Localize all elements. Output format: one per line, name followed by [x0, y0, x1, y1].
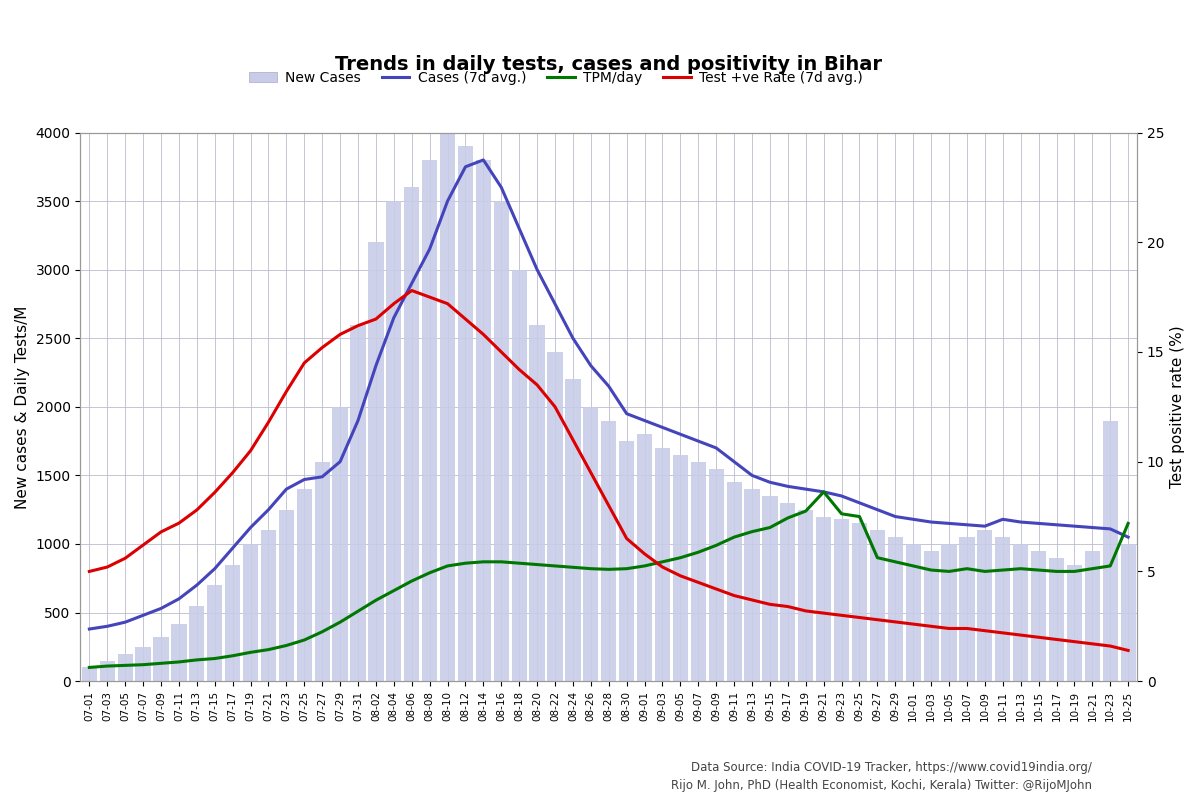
Bar [619, 441, 635, 681]
Bar [1103, 421, 1118, 681]
Bar [386, 201, 402, 681]
Legend: New Cases, Cases (7d avg.), TPM/day, Test +ve Rate (7d avg.): New Cases, Cases (7d avg.), TPM/day, Tes… [244, 66, 869, 90]
Bar [780, 503, 796, 681]
Bar [1013, 544, 1028, 681]
Bar [708, 469, 724, 681]
Bar [100, 661, 115, 681]
Title: Trends in daily tests, cases and positivity in Bihar: Trends in daily tests, cases and positiv… [335, 55, 882, 74]
Bar [136, 647, 151, 681]
Bar [458, 146, 473, 681]
Bar [977, 530, 992, 681]
Bar [1031, 551, 1046, 681]
Bar [404, 187, 419, 681]
Bar [278, 510, 294, 681]
Bar [744, 489, 760, 681]
Bar [1049, 558, 1064, 681]
Bar [82, 667, 97, 681]
Bar [1121, 544, 1135, 681]
Bar [673, 455, 688, 681]
Bar [190, 606, 204, 681]
Bar [942, 544, 956, 681]
Bar [242, 544, 258, 681]
Bar [332, 407, 348, 681]
Bar [368, 242, 384, 681]
Bar [888, 537, 902, 681]
Bar [691, 462, 706, 681]
Bar [440, 118, 455, 681]
Bar [547, 352, 563, 681]
Bar [852, 523, 868, 681]
Bar [1067, 565, 1082, 681]
Bar [565, 379, 581, 681]
Bar [995, 537, 1010, 681]
Bar [314, 462, 330, 681]
Bar [529, 325, 545, 681]
Bar [260, 530, 276, 681]
Bar [798, 510, 814, 681]
Bar [296, 489, 312, 681]
Bar [834, 519, 850, 681]
Bar [726, 482, 742, 681]
Bar [601, 421, 617, 681]
Bar [762, 496, 778, 681]
Bar [172, 623, 186, 681]
Bar [637, 434, 652, 681]
Bar [924, 551, 938, 681]
Bar [154, 638, 169, 681]
Text: Data Source: India COVID-19 Tracker, https://www.covid19india.org/
Rijo M. John,: Data Source: India COVID-19 Tracker, htt… [671, 761, 1092, 792]
Bar [208, 585, 222, 681]
Bar [655, 448, 670, 681]
Bar [816, 517, 832, 681]
Bar [422, 160, 437, 681]
Bar [870, 530, 886, 681]
Bar [1085, 551, 1100, 681]
Bar [350, 325, 366, 681]
Bar [583, 407, 599, 681]
Bar [118, 654, 133, 681]
Bar [906, 544, 920, 681]
Y-axis label: Test positive rate (%): Test positive rate (%) [1170, 326, 1186, 488]
Y-axis label: New cases & Daily Tests/M: New cases & Daily Tests/M [14, 305, 30, 509]
Bar [226, 565, 240, 681]
Bar [475, 160, 491, 681]
Bar [511, 270, 527, 681]
Bar [493, 201, 509, 681]
Bar [959, 537, 974, 681]
